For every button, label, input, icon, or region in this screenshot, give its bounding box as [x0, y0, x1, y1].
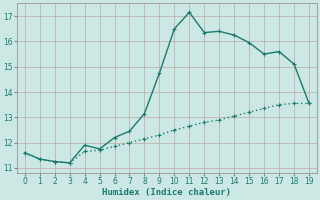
X-axis label: Humidex (Indice chaleur): Humidex (Indice chaleur): [102, 188, 231, 197]
